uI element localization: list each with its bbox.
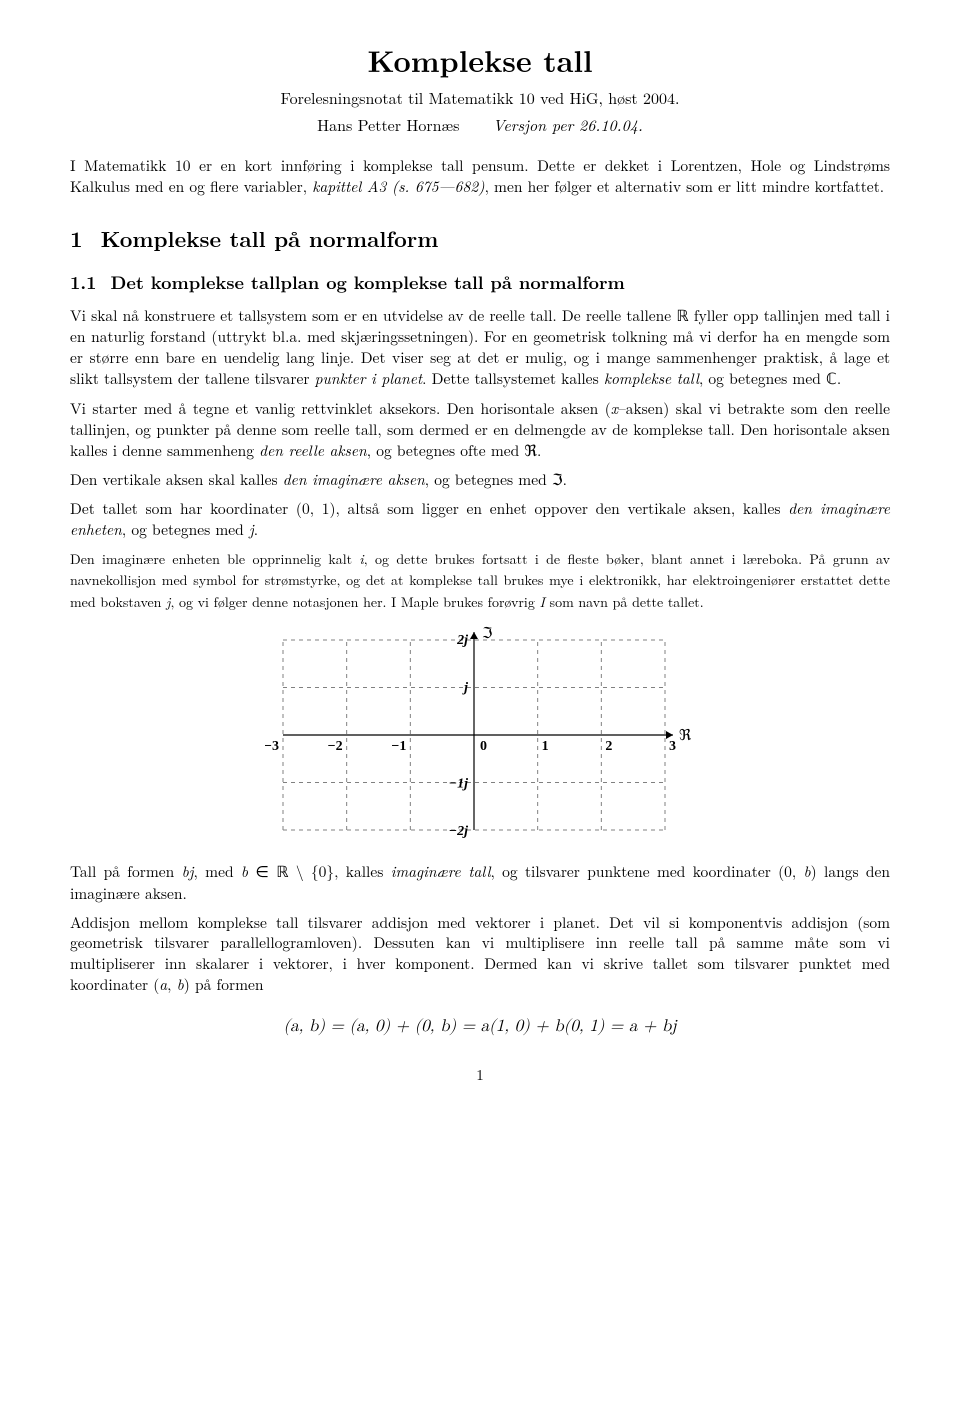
author-line: Hans Petter Hornæs Versjon per 26.10.04. xyxy=(70,114,890,136)
svg-text:−3: −3 xyxy=(265,739,279,754)
version-text: Versjon per 26.10.04. xyxy=(493,113,643,136)
document-subtitle: Forelesningsnotat til Matematikk 10 ved … xyxy=(70,87,890,109)
svg-text:0: 0 xyxy=(480,739,487,754)
svg-text:3: 3 xyxy=(669,739,676,754)
display-equation: (a, b) = (a, 0) + (0, b) = a(1, 0) + b(0… xyxy=(70,1016,890,1039)
subsection-number: 1.1 xyxy=(70,270,96,295)
body-paragraph: Vi skal nå konstruere et tallsystem som … xyxy=(70,306,890,392)
intro-paragraph: I Matematikk 10 er en kort innføring i k… xyxy=(70,156,890,198)
document-title: Komplekse tall xyxy=(70,40,890,81)
body-paragraph: Den vertikale aksen skal kalles den imag… xyxy=(70,470,890,491)
page-number: 1 xyxy=(70,1065,890,1085)
body-paragraph: Tall på formen bj, med b ∈ ℝ \ {0}, kall… xyxy=(70,862,890,905)
section-title: Komplekse tall på normalform xyxy=(101,223,439,254)
complex-plane-svg: −3 −2 −1 0 1 2 3 2j j −1j −2j ℑ ℜ xyxy=(265,622,695,842)
svg-text:−2: −2 xyxy=(328,739,343,754)
svg-text:−1j: −1j xyxy=(449,776,468,791)
section-heading-1: 1 Komplekse tall på normalform xyxy=(70,224,890,254)
body-paragraph: Det tallet som har koordinater (0, 1), a… xyxy=(70,499,890,541)
svg-text:1: 1 xyxy=(542,739,549,754)
svg-text:2: 2 xyxy=(605,739,612,754)
subsection-heading-1-1: 1.1 Det komplekse tallplan og komplekse t… xyxy=(70,271,890,295)
svg-text:−1: −1 xyxy=(391,739,406,754)
subsection-title: Det komplekse tallplan og komplekse tall… xyxy=(110,270,624,295)
section-number: 1 xyxy=(70,223,83,254)
author-name: Hans Petter Hornæs xyxy=(317,113,459,136)
svg-text:2j: 2j xyxy=(456,633,468,648)
body-paragraph: Vi starter med å tegne et vanlig rettvin… xyxy=(70,399,890,462)
svg-text:ℜ: ℜ xyxy=(679,728,692,744)
svg-text:−2j: −2j xyxy=(449,824,468,839)
svg-text:ℑ: ℑ xyxy=(482,626,492,642)
svg-text:j: j xyxy=(462,680,468,695)
body-paragraph: Addisjon mellom komplekse tall tilsvarer… xyxy=(70,913,890,997)
complex-plane-figure: −3 −2 −1 0 1 2 3 2j j −1j −2j ℑ ℜ xyxy=(70,622,890,848)
small-note-paragraph: Den imaginære enheten ble opprinnelig ka… xyxy=(70,549,890,614)
